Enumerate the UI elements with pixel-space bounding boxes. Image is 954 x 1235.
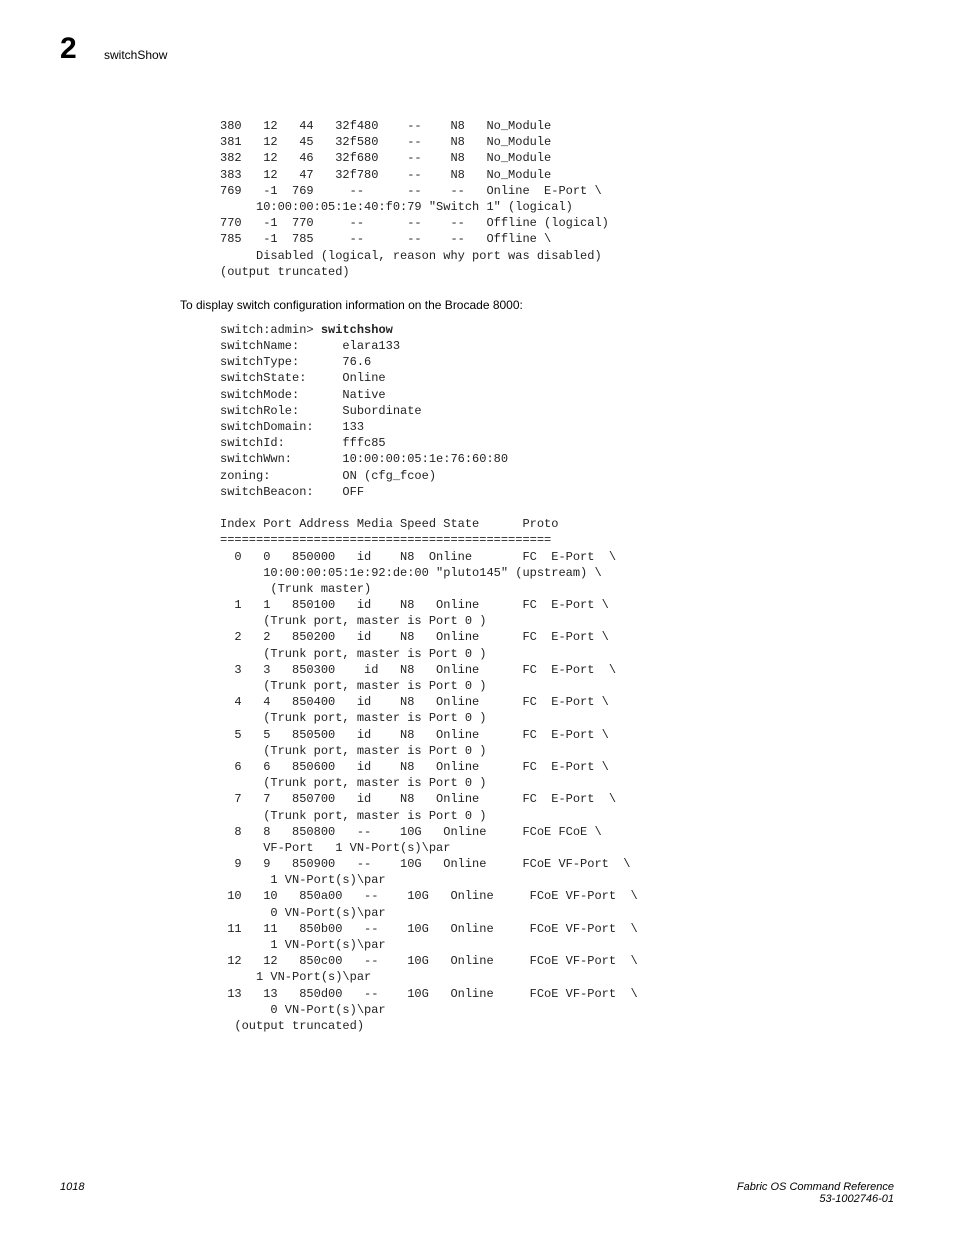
code-block-2: switch:admin> switchshow switchName: ela… bbox=[220, 322, 894, 1034]
page-title: switchShow bbox=[104, 48, 167, 62]
chapter-number: 2 bbox=[60, 32, 77, 66]
narrative-text: To display switch configuration informat… bbox=[180, 298, 894, 312]
page-container: 2 switchShow 380 12 44 32f480 -- N8 No_M… bbox=[0, 0, 954, 1235]
page-footer: 1018 Fabric OS Command Reference 53-1002… bbox=[60, 1181, 894, 1205]
command-text: switchshow bbox=[321, 323, 393, 337]
content-area: 380 12 44 32f480 -- N8 No_Module 381 12 … bbox=[220, 118, 894, 1034]
prompt-text: switch:admin> bbox=[220, 323, 321, 337]
footer-page-number: 1018 bbox=[60, 1181, 84, 1205]
code-block-1: 380 12 44 32f480 -- N8 No_Module 381 12 … bbox=[220, 118, 894, 280]
footer-ref-id: 53-1002746-01 bbox=[737, 1193, 894, 1205]
output-text: switchName: elara133 switchType: 76.6 sw… bbox=[220, 339, 638, 1033]
footer-reference: Fabric OS Command Reference 53-1002746-0… bbox=[737, 1181, 894, 1205]
footer-ref-title: Fabric OS Command Reference bbox=[737, 1181, 894, 1193]
